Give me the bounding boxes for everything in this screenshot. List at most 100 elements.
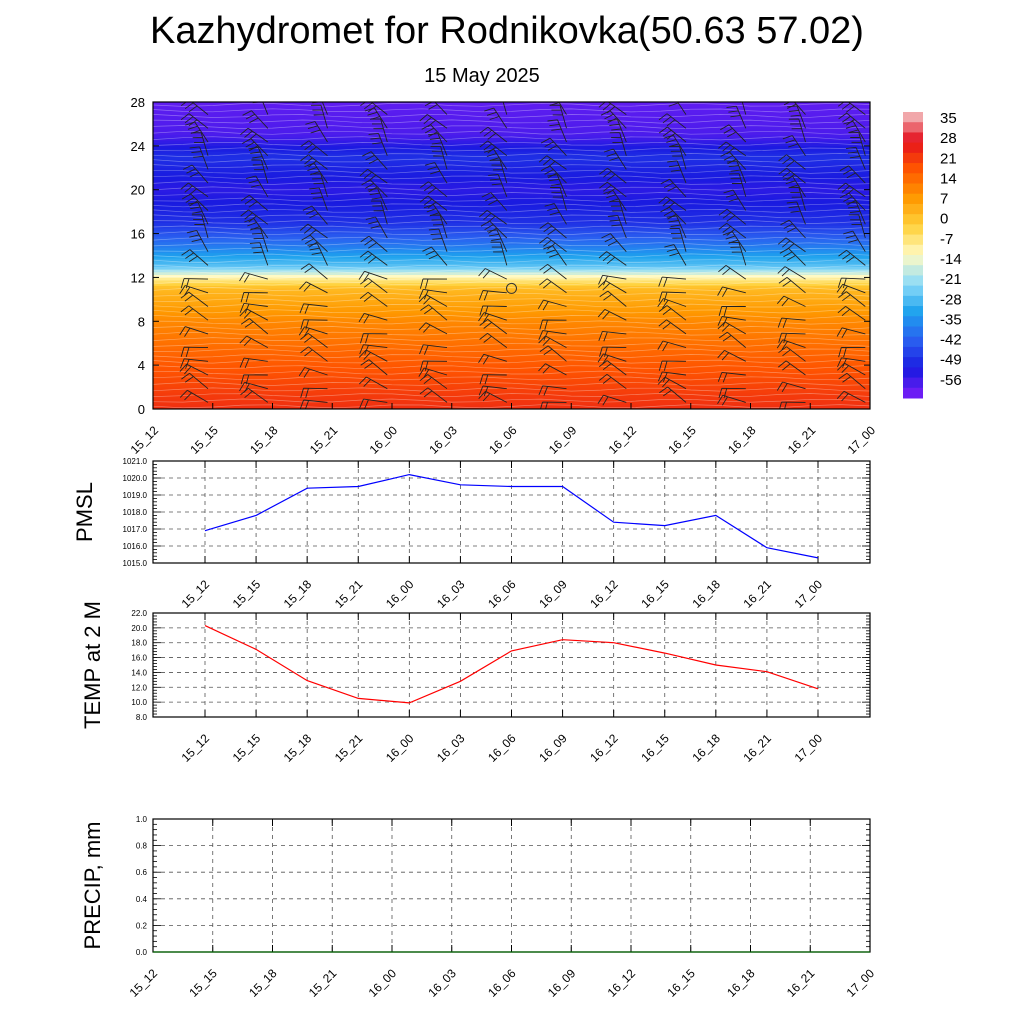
colorbar-swatch — [903, 377, 923, 389]
temperature-contour — [153, 365, 870, 370]
x-tick-label: 17_00 — [792, 731, 826, 765]
wind-barb — [720, 124, 747, 143]
wind-barb — [777, 317, 806, 329]
wind-barb — [658, 196, 687, 211]
temperature-band — [153, 189, 870, 193]
wind-barb — [420, 181, 448, 198]
temperature-contour — [153, 398, 870, 403]
wind-barbs — [179, 102, 866, 409]
wind-barb — [358, 376, 388, 390]
temperature-band — [153, 389, 870, 393]
wind-barb — [658, 319, 687, 335]
wind-barb — [848, 214, 866, 239]
temperature-contour — [153, 125, 870, 130]
temperature-band — [153, 162, 870, 166]
wind-barb — [660, 206, 687, 225]
x-tick-label: 16_15 — [664, 966, 698, 1000]
temperature-contour — [153, 309, 870, 314]
colorbar-label: -56 — [940, 372, 962, 389]
temperature-band — [153, 359, 870, 363]
wind-barb — [777, 266, 806, 280]
chart-title: Kazhydromet for Rodnikovka(50.63 57.02) — [150, 10, 864, 52]
temperature-band — [153, 356, 870, 360]
temperature-band — [153, 288, 870, 292]
x-tick-label: 16_18 — [689, 731, 723, 765]
temperature-band — [153, 279, 870, 284]
colorbar-swatch — [903, 326, 923, 338]
x-tick-label: 17_00 — [792, 577, 826, 611]
x-tick-label: 16_18 — [724, 966, 758, 1000]
wind-barb — [360, 359, 388, 376]
x-tick-label: 15_18 — [281, 731, 315, 765]
wind-barb — [599, 346, 627, 357]
wind-barb — [370, 200, 388, 225]
colorbar-swatch — [903, 132, 923, 144]
temperature-band — [153, 142, 870, 147]
temperature-band — [153, 257, 870, 262]
temperature-band — [153, 367, 870, 371]
colorbar-label: 7 — [940, 191, 948, 208]
wind-barb — [657, 298, 687, 309]
wind-barb — [180, 346, 209, 358]
x-tick-label: 16_18 — [689, 577, 723, 611]
temperature-band — [153, 102, 870, 106]
y-tick-label: 12.0 — [131, 683, 147, 692]
wind-barb — [777, 237, 806, 253]
wind-barb — [838, 249, 866, 266]
y-tick-label: 4 — [138, 358, 145, 373]
temperature-contour — [153, 180, 870, 185]
x-tick-label: 16_03 — [425, 966, 459, 1000]
colorbar-label: 0 — [940, 211, 948, 228]
wind-barb — [838, 112, 866, 129]
wind-barb — [419, 360, 448, 371]
wind-barb — [180, 278, 209, 289]
wind-barb — [722, 231, 747, 252]
x-tick-label: 17_00 — [844, 966, 878, 1000]
temperature-contour — [153, 381, 870, 386]
temperature-band — [153, 148, 870, 152]
colorbar-swatch — [903, 346, 923, 358]
wind-barb — [549, 102, 567, 115]
temperature-band — [153, 249, 870, 254]
wind-barb — [490, 241, 508, 266]
temperature-band — [153, 255, 870, 259]
wind-barb — [717, 394, 746, 406]
x-tick-label: 16_03 — [434, 731, 468, 765]
temperature-contour — [153, 337, 870, 342]
wind-barb — [663, 134, 687, 156]
wind-barb — [358, 312, 388, 324]
temperature-contour — [153, 236, 870, 241]
wind-barb — [418, 294, 448, 307]
wind-barb — [837, 277, 866, 289]
colorbar-swatch — [903, 173, 923, 184]
x-tick-label: 15_15 — [230, 731, 264, 765]
y-tick-label: 28 — [131, 95, 145, 110]
temperature-band — [153, 260, 870, 265]
temperature-contour — [153, 376, 870, 381]
wind-barb — [310, 104, 328, 129]
temperature-band — [153, 208, 870, 212]
temperature-band — [153, 307, 870, 311]
x-tick-label: 16_12 — [587, 731, 621, 765]
wind-barb — [191, 214, 209, 239]
y-axis-title: TEMP at 2 M — [80, 601, 105, 729]
temperature-contour — [153, 102, 870, 107]
wind-barb — [539, 345, 567, 362]
wind-barb — [718, 265, 747, 280]
temperature-band — [153, 373, 870, 377]
temperature-band — [153, 323, 870, 328]
temperature-band — [153, 384, 870, 388]
wind-barb — [479, 210, 508, 225]
x-tick-label: 16_18 — [725, 423, 759, 457]
y-tick-label: 12 — [131, 270, 145, 285]
temperature-band — [153, 145, 870, 149]
temperature-contour — [153, 247, 870, 252]
temperature-band — [153, 326, 870, 330]
wind-barb — [658, 360, 687, 371]
temperature-band — [153, 351, 870, 355]
wind-barb — [239, 308, 269, 321]
wind-barb — [538, 385, 567, 396]
temperature-band — [153, 178, 870, 182]
x-tick-label: 16_06 — [485, 731, 519, 765]
